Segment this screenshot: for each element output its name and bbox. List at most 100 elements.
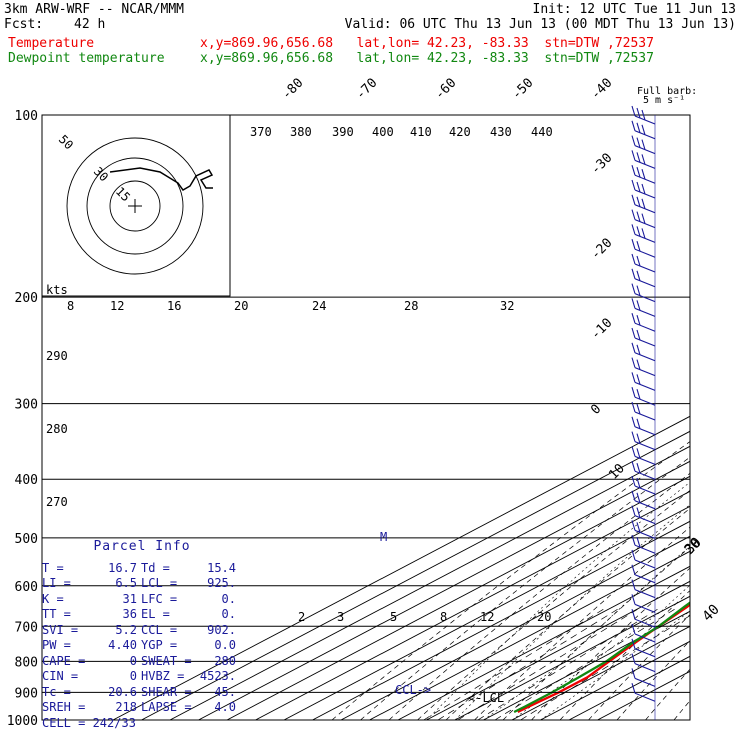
wind-barb-shaft [634, 529, 656, 539]
plot-area [112, 115, 740, 720]
wind-barb-flag [636, 315, 641, 326]
wind-barb-flag [631, 401, 636, 413]
ccl-marker: CCL-> [395, 683, 431, 697]
isotherm-label: -70 [353, 76, 380, 103]
wind-barb-flag [641, 169, 646, 180]
hodograph-speed-label: 32 [500, 299, 514, 313]
wind-barb-flag [631, 313, 636, 324]
parcel-info-row: K = 31 LFC = 0. [42, 592, 242, 608]
wind-barb-flag [636, 403, 641, 415]
isotherm-label: -60 [432, 76, 459, 103]
theta-label: 280 [46, 422, 68, 436]
wind-barb [631, 579, 656, 599]
wind-barb-flag [631, 209, 636, 220]
wind-barb-flag [631, 535, 636, 546]
parcel-param-value: 280 [214, 653, 236, 668]
wind-barb-flag [631, 668, 636, 679]
wind-barb-flag [631, 357, 636, 368]
wind-barb-shaft [634, 174, 656, 184]
wind-barb-flag [631, 224, 636, 235]
wind-barb [631, 520, 656, 539]
lcl-marker: <-LCL [468, 691, 504, 705]
wind-barb [631, 594, 656, 613]
wind-barb-shaft [634, 130, 656, 140]
wind-barb-flag [636, 107, 641, 119]
parcel-param-value: 4.0 [214, 700, 236, 714]
wind-barb-flag [636, 270, 641, 281]
wind-barb-flag [641, 213, 646, 224]
wind-barb-flag [631, 239, 636, 250]
wind-barb [631, 194, 656, 214]
wind-barb-shaft [634, 219, 656, 229]
pressure-label: 300 [15, 398, 38, 413]
mixing-ratio-label: 3 [337, 610, 344, 624]
hodograph-speed-label: 8 [67, 299, 74, 313]
wind-barb-flag [631, 505, 636, 516]
wind-barb [631, 490, 656, 510]
parcel-param-name: EL = [141, 607, 170, 621]
theta-label: 380 [290, 125, 312, 139]
wind-barb-flag [631, 120, 636, 131]
isotherm-label: -30 [588, 151, 615, 178]
isotherm-line [112, 415, 690, 720]
parcel-param-name: LI = [42, 576, 71, 590]
parcel-param-name: T = [42, 560, 64, 575]
parcel-param-value: 0.0 [214, 638, 236, 652]
wind-barb [631, 623, 656, 643]
wind-barb-shaft [634, 263, 656, 273]
wind-barb-flag [636, 463, 641, 474]
theta-label: 440 [531, 125, 553, 139]
wind-barb-flag [631, 549, 636, 561]
wind-barb [631, 224, 656, 243]
pressure-label: 500 [15, 532, 38, 547]
wind-barb-shaft [634, 159, 656, 169]
wind-barb-flag [631, 327, 636, 339]
parcel-param-value: 15.4 [207, 560, 236, 575]
wind-barb [631, 564, 656, 584]
wind-barb [631, 150, 656, 169]
parcel-info-row: LI = 6.5 LCL = 925. [42, 576, 242, 592]
temperature-location: x,y=869.96,656.68 lat,lon= 42.23, -83.33… [200, 36, 654, 51]
parcel-param-value: 4.40 [108, 638, 137, 652]
hodograph-ring [86, 157, 184, 255]
dry-adiabat [703, 115, 740, 720]
wind-barb-flag [636, 196, 641, 207]
pressure-label: 400 [15, 473, 38, 488]
wind-barb-flag [641, 124, 646, 135]
wind-barb-shaft [634, 145, 656, 155]
parcel-param-value: 4523. [199, 669, 236, 683]
wind-barb-shaft [634, 663, 656, 673]
dewpoint-location: x,y=869.96,656.68 lat,lon= 42.23, -83.33… [200, 51, 654, 66]
isotherm-line [255, 490, 690, 720]
parcel-param-value: 902. [207, 622, 236, 637]
wind-barb-flag [631, 342, 636, 353]
wind-barb-flag [636, 137, 641, 148]
parcel-param-name: Td = [141, 560, 170, 575]
wind-barb [631, 313, 656, 332]
wind-barb-flag [631, 268, 636, 279]
wind-barb [631, 431, 656, 451]
parcel-info-row: PW = 4.40 YGP = 0.0 [42, 638, 242, 654]
parcel-param-name: PW = [42, 638, 71, 652]
hodograph-ring [66, 137, 204, 275]
wind-barb-shaft [634, 648, 656, 658]
wind-barb-flag [631, 387, 636, 398]
dewpoint-profile [513, 601, 690, 714]
isotherm-line [312, 520, 690, 720]
parcel-param-name: CCL = [141, 622, 178, 637]
parcel-param-value: 6.5 [115, 576, 137, 590]
parcel-info-panel: Parcel Info T = 16.7 Td = 15.4 LI = 6.5 LCL = 9… [42, 537, 242, 735]
isotherm-label: -50 [509, 76, 536, 103]
wind-barb [631, 239, 656, 258]
theta-label: 390 [332, 125, 354, 139]
theta-label: 410 [410, 125, 432, 139]
pressure-label: 600 [15, 580, 38, 595]
wind-barb [631, 268, 656, 288]
mixing-ratio-line [494, 606, 679, 720]
wind-barb-shaft [634, 204, 656, 214]
parcel-param-value: 0 [129, 669, 137, 683]
isotherm-line [283, 505, 690, 720]
barb-note: Full barb: [637, 86, 697, 97]
wind-barb [631, 475, 656, 495]
wind-barb-shaft [634, 500, 656, 510]
